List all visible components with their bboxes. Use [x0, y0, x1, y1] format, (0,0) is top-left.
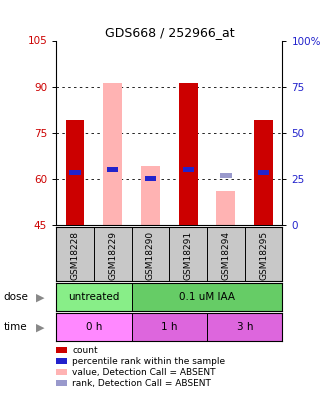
Bar	[69, 170, 81, 175]
Bar	[216, 191, 235, 225]
Text: untreated: untreated	[68, 292, 120, 302]
Bar	[254, 120, 273, 225]
Text: GSM18229: GSM18229	[108, 231, 117, 280]
Bar	[103, 83, 122, 225]
Bar	[258, 170, 269, 175]
Bar	[107, 167, 118, 172]
Text: time: time	[3, 322, 27, 332]
Text: 0 h: 0 h	[86, 322, 102, 332]
Text: GSM18290: GSM18290	[146, 231, 155, 280]
Bar	[56, 313, 132, 341]
Bar	[65, 120, 84, 225]
Text: 3 h: 3 h	[237, 322, 253, 332]
Text: GSM18294: GSM18294	[221, 231, 230, 280]
Bar	[179, 83, 198, 225]
Text: dose: dose	[3, 292, 28, 302]
Text: count: count	[72, 346, 98, 355]
Bar	[220, 173, 231, 178]
Text: ▶: ▶	[36, 292, 44, 302]
Text: GSM18291: GSM18291	[184, 231, 193, 280]
Bar	[145, 176, 156, 181]
Bar	[132, 284, 282, 311]
Text: value, Detection Call = ABSENT: value, Detection Call = ABSENT	[72, 368, 216, 377]
Text: 1 h: 1 h	[161, 322, 178, 332]
Text: ▶: ▶	[36, 322, 44, 332]
Text: 0.1 uM IAA: 0.1 uM IAA	[179, 292, 235, 302]
Bar	[141, 166, 160, 225]
Bar	[207, 313, 282, 341]
Text: GSM18228: GSM18228	[71, 231, 80, 280]
Text: GSM18295: GSM18295	[259, 231, 268, 280]
Text: rank, Detection Call = ABSENT: rank, Detection Call = ABSENT	[72, 379, 211, 388]
Title: GDS668 / 252966_at: GDS668 / 252966_at	[105, 26, 234, 39]
Text: percentile rank within the sample: percentile rank within the sample	[72, 357, 225, 366]
Bar	[56, 284, 132, 311]
Bar	[132, 313, 207, 341]
Bar	[183, 167, 194, 172]
